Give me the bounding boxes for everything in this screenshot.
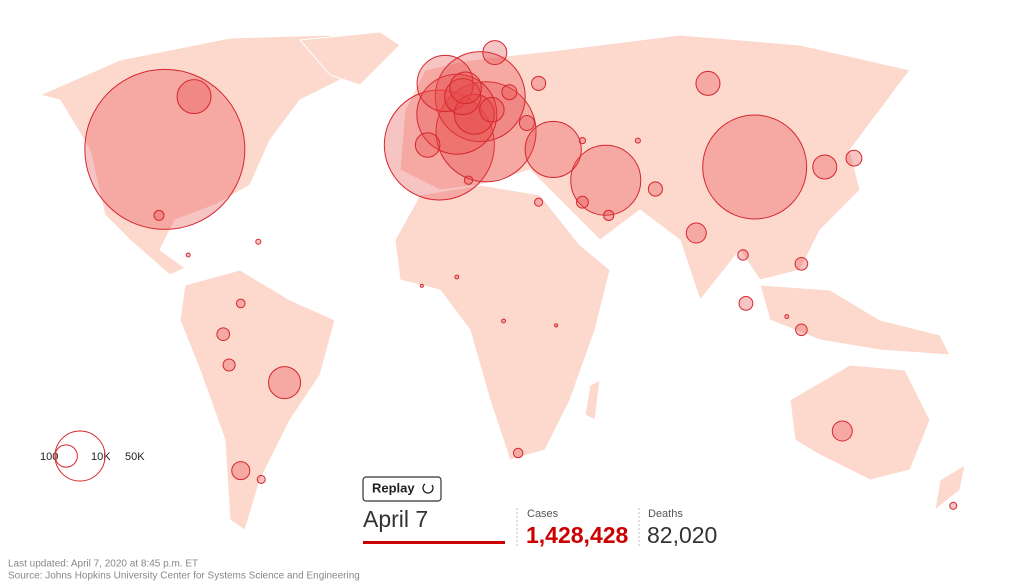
updated-note: Last updated: April 7, 2020 at 8:45 p.m.… [8, 559, 198, 570]
case-bubble [449, 71, 482, 105]
deaths-label: Deaths [648, 508, 683, 520]
case-bubble [647, 181, 663, 197]
case-bubble [795, 323, 808, 337]
replay-box[interactable] [362, 476, 442, 502]
case-bubble [685, 222, 707, 244]
case-bubble [444, 78, 482, 116]
case-bubble [84, 68, 246, 230]
cases-label: Cases [527, 508, 559, 520]
case-bubble [737, 249, 749, 261]
land [38, 31, 966, 531]
deaths-value: 82,020 [647, 522, 717, 548]
cases-value: 1,428,428 [526, 522, 629, 548]
case-bubble [518, 115, 535, 131]
south-america [179, 269, 336, 531]
southeast-asia [759, 284, 951, 356]
case-bubble [153, 209, 165, 221]
greenland [298, 31, 401, 86]
case-bubble [812, 154, 838, 180]
replay-icon[interactable] [422, 483, 434, 494]
case-bubble [255, 238, 262, 245]
case-bubble [501, 318, 506, 324]
case-bubble [231, 461, 251, 481]
eurasia [399, 34, 911, 302]
case-bubble [531, 75, 547, 91]
case-bubble [453, 93, 495, 135]
case-bubble [416, 54, 474, 112]
case-bubble [256, 474, 266, 484]
legend: 100 10K 50K [40, 430, 145, 482]
madagascar [584, 379, 601, 421]
case-bubble [784, 314, 790, 320]
case-bubble [512, 447, 524, 459]
case-bubble [603, 209, 615, 222]
case-bubble [501, 84, 518, 101]
case-bubble [949, 501, 958, 510]
legend-label: 50K [125, 451, 145, 463]
case-bubble [414, 132, 441, 158]
case-bubble [482, 40, 508, 66]
source-note: Source: Johns Hopkins University Center … [8, 571, 360, 582]
australia [789, 364, 931, 481]
case-bubble [463, 175, 474, 185]
bubbles [84, 40, 958, 510]
case-bubble [695, 70, 721, 96]
case-bubble [738, 296, 754, 311]
case-bubble [216, 327, 231, 342]
case-bubble [383, 89, 495, 201]
case-bubble [831, 420, 853, 442]
legend-label: 10K [91, 451, 111, 463]
case-bubble [176, 79, 212, 115]
date: April 7 [363, 506, 428, 532]
legend-circle [54, 430, 106, 482]
case-bubble [794, 256, 809, 271]
case-bubble [419, 283, 424, 288]
new-zealand [934, 463, 966, 512]
progress-bar [363, 541, 505, 544]
case-bubble [634, 137, 641, 144]
replay-button[interactable]: Replay [362, 476, 442, 502]
case-bubble [845, 149, 863, 167]
replay-label[interactable]: Replay [372, 480, 415, 495]
case-bubble [575, 195, 589, 209]
case-bubble [524, 120, 582, 178]
case-bubble [578, 136, 587, 145]
case-bubble [185, 252, 191, 258]
case-bubble [702, 114, 808, 220]
case-bubble [570, 144, 642, 216]
case-bubble [222, 358, 236, 372]
north-america [38, 34, 382, 276]
case-bubble [454, 274, 460, 280]
case-bubble [268, 366, 302, 400]
legend-label: 100 [40, 451, 58, 463]
case-bubble [235, 298, 246, 309]
case-bubble [479, 97, 505, 123]
case-bubble [534, 197, 544, 207]
case-bubble [554, 323, 559, 328]
